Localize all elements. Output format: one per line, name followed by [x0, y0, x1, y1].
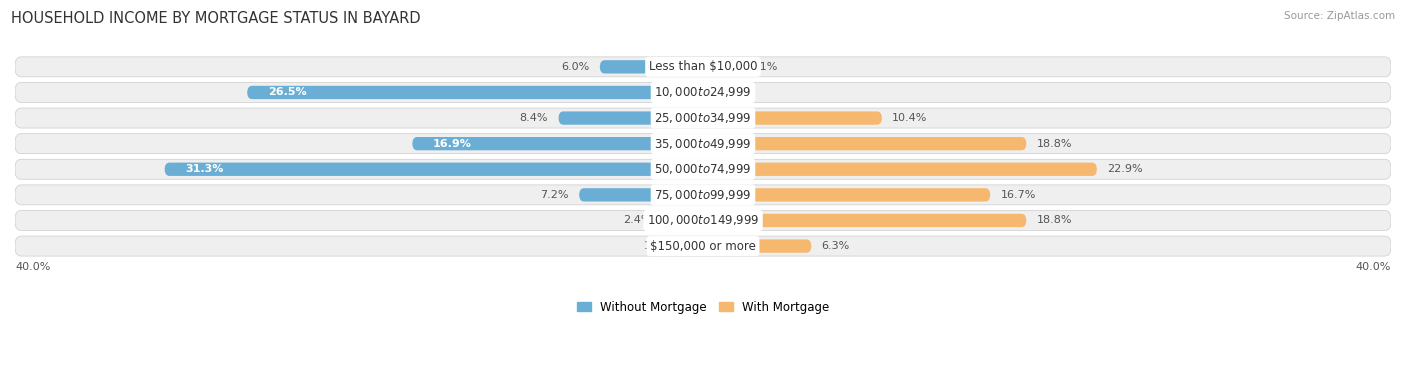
- FancyBboxPatch shape: [703, 239, 811, 253]
- FancyBboxPatch shape: [15, 134, 1391, 154]
- FancyBboxPatch shape: [662, 214, 703, 227]
- Text: 18.8%: 18.8%: [1036, 216, 1073, 225]
- FancyBboxPatch shape: [15, 57, 1391, 77]
- Text: 1.2%: 1.2%: [644, 241, 672, 251]
- Text: 16.9%: 16.9%: [433, 139, 472, 149]
- FancyBboxPatch shape: [703, 188, 990, 202]
- Text: 2.1%: 2.1%: [749, 62, 778, 72]
- FancyBboxPatch shape: [165, 162, 703, 176]
- Text: 22.9%: 22.9%: [1107, 164, 1143, 174]
- FancyBboxPatch shape: [15, 83, 1391, 103]
- FancyBboxPatch shape: [15, 236, 1391, 256]
- Text: 16.7%: 16.7%: [1001, 190, 1036, 200]
- Text: 2.4%: 2.4%: [623, 216, 651, 225]
- Text: $100,000 to $149,999: $100,000 to $149,999: [647, 213, 759, 227]
- Text: 31.3%: 31.3%: [186, 164, 224, 174]
- Text: 0.0%: 0.0%: [713, 87, 741, 98]
- Text: 7.2%: 7.2%: [540, 190, 569, 200]
- Text: 18.8%: 18.8%: [1036, 139, 1073, 149]
- FancyBboxPatch shape: [15, 159, 1391, 179]
- Text: $50,000 to $74,999: $50,000 to $74,999: [654, 162, 752, 176]
- FancyBboxPatch shape: [703, 137, 1026, 150]
- FancyBboxPatch shape: [600, 60, 703, 74]
- FancyBboxPatch shape: [703, 111, 882, 125]
- FancyBboxPatch shape: [558, 111, 703, 125]
- FancyBboxPatch shape: [703, 60, 740, 74]
- Text: $150,000 or more: $150,000 or more: [650, 239, 756, 253]
- FancyBboxPatch shape: [579, 188, 703, 202]
- Text: $35,000 to $49,999: $35,000 to $49,999: [654, 137, 752, 151]
- Text: 6.3%: 6.3%: [821, 241, 851, 251]
- Text: HOUSEHOLD INCOME BY MORTGAGE STATUS IN BAYARD: HOUSEHOLD INCOME BY MORTGAGE STATUS IN B…: [11, 11, 420, 26]
- FancyBboxPatch shape: [412, 137, 703, 150]
- FancyBboxPatch shape: [15, 210, 1391, 230]
- FancyBboxPatch shape: [15, 185, 1391, 205]
- Text: 10.4%: 10.4%: [893, 113, 928, 123]
- Text: 8.4%: 8.4%: [520, 113, 548, 123]
- Text: $75,000 to $99,999: $75,000 to $99,999: [654, 188, 752, 202]
- FancyBboxPatch shape: [15, 108, 1391, 128]
- Text: Source: ZipAtlas.com: Source: ZipAtlas.com: [1284, 11, 1395, 21]
- FancyBboxPatch shape: [703, 162, 1097, 176]
- Text: $10,000 to $24,999: $10,000 to $24,999: [654, 86, 752, 100]
- Text: 6.0%: 6.0%: [561, 62, 589, 72]
- Text: $25,000 to $34,999: $25,000 to $34,999: [654, 111, 752, 125]
- Text: 40.0%: 40.0%: [15, 262, 51, 272]
- Text: 40.0%: 40.0%: [1355, 262, 1391, 272]
- FancyBboxPatch shape: [682, 239, 703, 253]
- Text: 26.5%: 26.5%: [267, 87, 307, 98]
- FancyBboxPatch shape: [247, 86, 703, 99]
- Legend: Without Mortgage, With Mortgage: Without Mortgage, With Mortgage: [572, 296, 834, 318]
- Text: Less than $10,000: Less than $10,000: [648, 60, 758, 74]
- FancyBboxPatch shape: [703, 214, 1026, 227]
